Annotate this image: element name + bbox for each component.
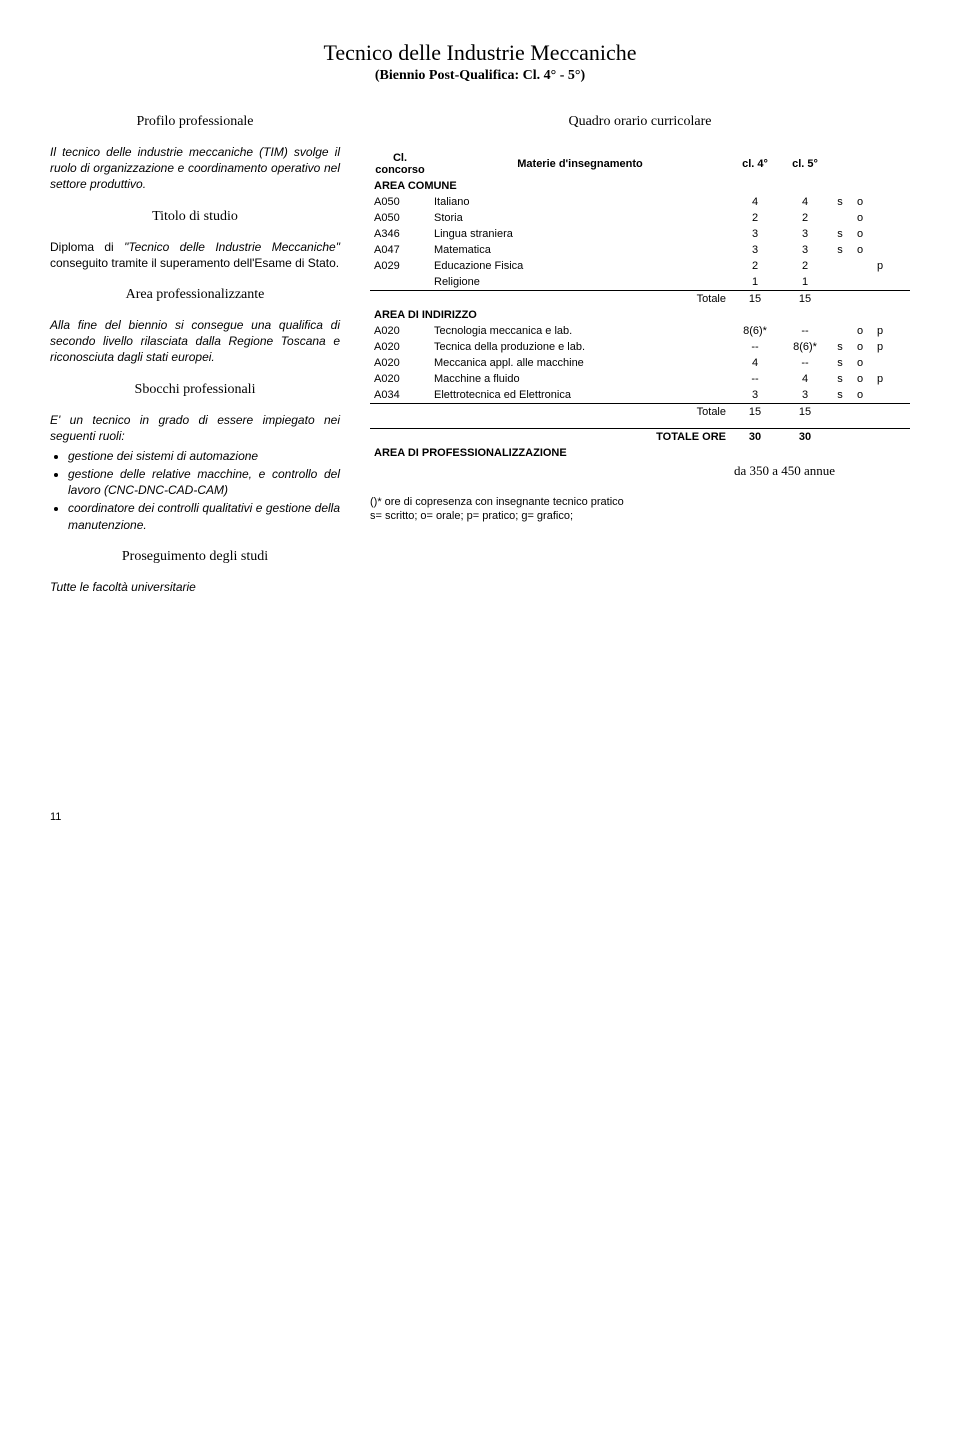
heading-quadro: Quadro orario curricolare <box>370 114 910 130</box>
content-columns: Profilo professionale Il tecnico delle i… <box>50 114 910 611</box>
footnote-block: ()* ore di copresenza con insegnante tec… <box>370 495 910 524</box>
curriculum-table: Cl. concorso Materie d'insegnamento cl. … <box>370 150 910 481</box>
bullet-list: gestione dei sistemi di automazione gesti… <box>50 448 340 533</box>
table-row: A029Educazione Fisica22p <box>370 258 910 274</box>
page-number: 11 <box>50 811 910 823</box>
text-titolo: Diploma di "Tecnico delle Industrie Mecc… <box>50 239 340 271</box>
total-row-comune: Totale1515 <box>370 291 910 308</box>
table-row: A346Lingua straniera33so <box>370 226 910 242</box>
col-mat: Materie d'insegnamento <box>430 150 730 178</box>
table-row: A020Macchine a fluido--4sop <box>370 371 910 387</box>
list-item: gestione dei sistemi di automazione <box>68 448 340 464</box>
table-row: A034Elettrotecnica ed Elettronica33so <box>370 387 910 404</box>
page-subtitle: (Biennio Post-Qualifica: Cl. 4° - 5°) <box>50 68 910 84</box>
table-header-row: Cl. concorso Materie d'insegnamento cl. … <box>370 150 910 178</box>
left-column: Profilo professionale Il tecnico delle i… <box>50 114 340 611</box>
section-area-prof: AREA DI PROFESSIONALIZZAZIONE <box>370 445 910 461</box>
prof-text-row: da 350 a 450 annue <box>370 461 910 481</box>
heading-sbocchi: Sbocchi professionali <box>50 382 340 398</box>
heading-profilo: Profilo professionale <box>50 114 340 130</box>
table-row: A047Matematica33so <box>370 242 910 258</box>
col-c4: cl. 4° <box>730 150 780 178</box>
list-item: coordinatore dei controlli qualitativi e… <box>68 500 340 532</box>
area-comune-label: AREA COMUNE <box>370 178 910 194</box>
heading-titolo: Titolo di studio <box>50 209 340 225</box>
section-area-comune: AREA COMUNE <box>370 178 910 194</box>
titolo-pre: Diploma di <box>50 240 124 254</box>
footnote-2: s= scritto; o= orale; p= pratico; g= gra… <box>370 509 910 523</box>
right-column: Quadro orario curricolare Cl. concorso M… <box>370 114 910 611</box>
list-item: gestione delle relative macchine, e cont… <box>68 466 340 498</box>
table-row: A050Italiano44so <box>370 194 910 210</box>
table-row: Religione11 <box>370 274 910 291</box>
col-cl: Cl. concorso <box>370 150 430 178</box>
heading-area: Area professionalizzante <box>50 287 340 303</box>
section-area-indirizzo: AREA DI INDIRIZZO <box>370 307 910 323</box>
text-proseg: Tutte le facoltà universitarie <box>50 579 340 595</box>
text-sbocchi: E' un tecnico in grado di essere impiega… <box>50 412 340 444</box>
titolo-quote: "Tecnico delle Industrie Meccaniche" <box>124 240 340 254</box>
total-ore-row: TOTALE ORE3030 <box>370 428 910 445</box>
table-row: A020Meccanica appl. alle macchine4--so <box>370 355 910 371</box>
text-profilo: Il tecnico delle industrie meccaniche (T… <box>50 144 340 193</box>
titolo-post: conseguito tramite il superamento dell'E… <box>50 256 339 270</box>
col-c5: cl. 5° <box>780 150 830 178</box>
page-title: Tecnico delle Industrie Meccaniche <box>50 40 910 66</box>
table-row: A020Tecnica della produzione e lab.--8(6… <box>370 339 910 355</box>
total-row-indirizzo: Totale1515 <box>370 404 910 421</box>
footnote-1: ()* ore di copresenza con insegnante tec… <box>370 495 910 509</box>
table-row: A020Tecnologia meccanica e lab.8(6)*--op <box>370 323 910 339</box>
text-area: Alla fine del biennio si consegue una qu… <box>50 317 340 366</box>
table-row: A050Storia22o <box>370 210 910 226</box>
heading-proseg: Proseguimento degli studi <box>50 549 340 565</box>
